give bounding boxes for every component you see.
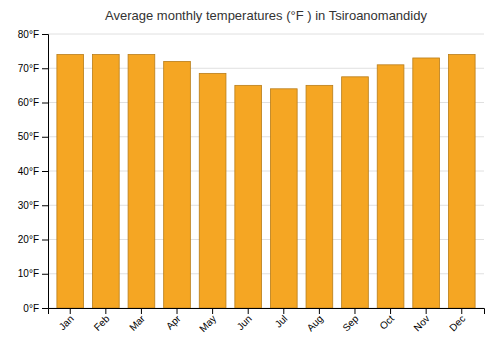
x-tick-label: Aug	[305, 313, 325, 333]
x-tick: Nov	[411, 308, 431, 333]
y-tick: 0°F	[23, 303, 48, 314]
bar	[413, 58, 440, 308]
x-tick-label: May	[197, 313, 218, 334]
y-tick-label: 70°F	[18, 63, 39, 74]
bar	[164, 61, 191, 308]
y-tick-label: 0°F	[23, 303, 39, 314]
bar	[235, 85, 262, 308]
y-tick-mark	[42, 240, 48, 241]
y-tick-mark	[42, 34, 48, 35]
y-tick-label: 10°F	[18, 268, 39, 279]
x-tick-mark	[70, 308, 71, 314]
x-tick-label: Apr	[164, 312, 183, 331]
x-tick: Feb	[92, 308, 112, 333]
x-tick: Dec	[447, 308, 467, 333]
y-tick-label: 40°F	[18, 166, 39, 177]
x-tick-label: Oct	[377, 313, 396, 332]
plot: Jan Feb Mar Apr May Jun Jul Aug Sep Oct Nov Dec 0°F 1…	[18, 29, 485, 334]
x-tick-mark	[212, 308, 213, 314]
x-tick-mark	[105, 308, 106, 314]
x-axis: Jan Feb Mar Apr May Jun Jul Aug Sep Oct Nov Dec	[49, 308, 485, 334]
y-tick-mark	[42, 205, 48, 206]
bar	[306, 85, 333, 308]
x-tick: Aug	[305, 308, 325, 333]
y-tick: 50°F	[18, 131, 48, 142]
x-tick-mark	[354, 308, 355, 314]
x-tick: Oct	[377, 308, 396, 332]
bars	[57, 55, 475, 308]
grid	[48, 34, 484, 308]
y-tick-label: 20°F	[18, 234, 39, 245]
y-tick-mark	[42, 103, 48, 104]
y-tick: 10°F	[18, 268, 48, 279]
x-tick-label: Dec	[447, 313, 467, 333]
bar	[448, 55, 475, 308]
x-tick-mark	[141, 308, 142, 314]
bar	[92, 55, 119, 308]
y-tick: 40°F	[18, 166, 48, 177]
bar	[128, 55, 155, 308]
x-tick-mark	[390, 308, 391, 314]
x-tick: May	[197, 308, 218, 334]
title: Average monthly temperatures (°F ) in Ts…	[105, 8, 427, 23]
x-tick-label: Mar	[127, 312, 147, 332]
y-tick: 80°F	[18, 29, 48, 40]
x-tick-label: Jul	[273, 313, 290, 330]
x-tick: Jul	[273, 308, 290, 330]
x-tick-label: Jan	[57, 313, 76, 332]
y-tick-label: 30°F	[18, 200, 39, 211]
x-tick-label: Sep	[340, 313, 361, 334]
grid-line	[48, 34, 484, 35]
x-tick-label: Jun	[235, 313, 254, 332]
bar	[199, 73, 226, 308]
y-tick-mark	[42, 68, 48, 69]
bar	[57, 55, 84, 308]
y-tick-label: 60°F	[18, 97, 39, 108]
y-tick: 30°F	[18, 200, 48, 211]
bar	[377, 65, 404, 308]
x-tick-mark	[319, 308, 320, 314]
y-tick-mark	[42, 274, 48, 275]
x-tick-mark	[248, 308, 249, 314]
y-tick-label: 50°F	[18, 131, 39, 142]
x-tick-label: Feb	[92, 313, 112, 333]
y-tick-mark	[42, 308, 48, 309]
y-axis-line	[42, 35, 49, 309]
bar	[270, 89, 297, 308]
x-tick-mark	[283, 308, 284, 314]
x-tick-mark	[177, 308, 178, 314]
y-axis: 0°F 10°F 20°F 30°F 40°F 50°F 60°F 70°F 80°F	[18, 29, 49, 314]
x-tick: Apr	[164, 308, 183, 332]
x-tick-mark	[461, 308, 462, 314]
y-tick: 60°F	[18, 97, 48, 108]
chart: Jan Feb Mar Apr May Jun Jul Aug Sep Oct Nov Dec 0°F 1…	[0, 0, 500, 350]
bar	[342, 77, 369, 308]
y-tick-label: 80°F	[18, 29, 39, 40]
x-tick: Jun	[235, 308, 254, 332]
x-tick: Sep	[340, 308, 361, 333]
y-tick: 20°F	[18, 234, 48, 245]
x-tick-mark	[426, 308, 427, 314]
y-tick: 70°F	[18, 63, 48, 74]
x-axis-line	[49, 309, 485, 315]
x-tick: Mar	[127, 308, 147, 333]
x-tick-label: Nov	[411, 313, 431, 333]
y-tick-mark	[42, 137, 48, 138]
y-tick-mark	[42, 171, 48, 172]
x-tick: Jan	[57, 308, 76, 332]
